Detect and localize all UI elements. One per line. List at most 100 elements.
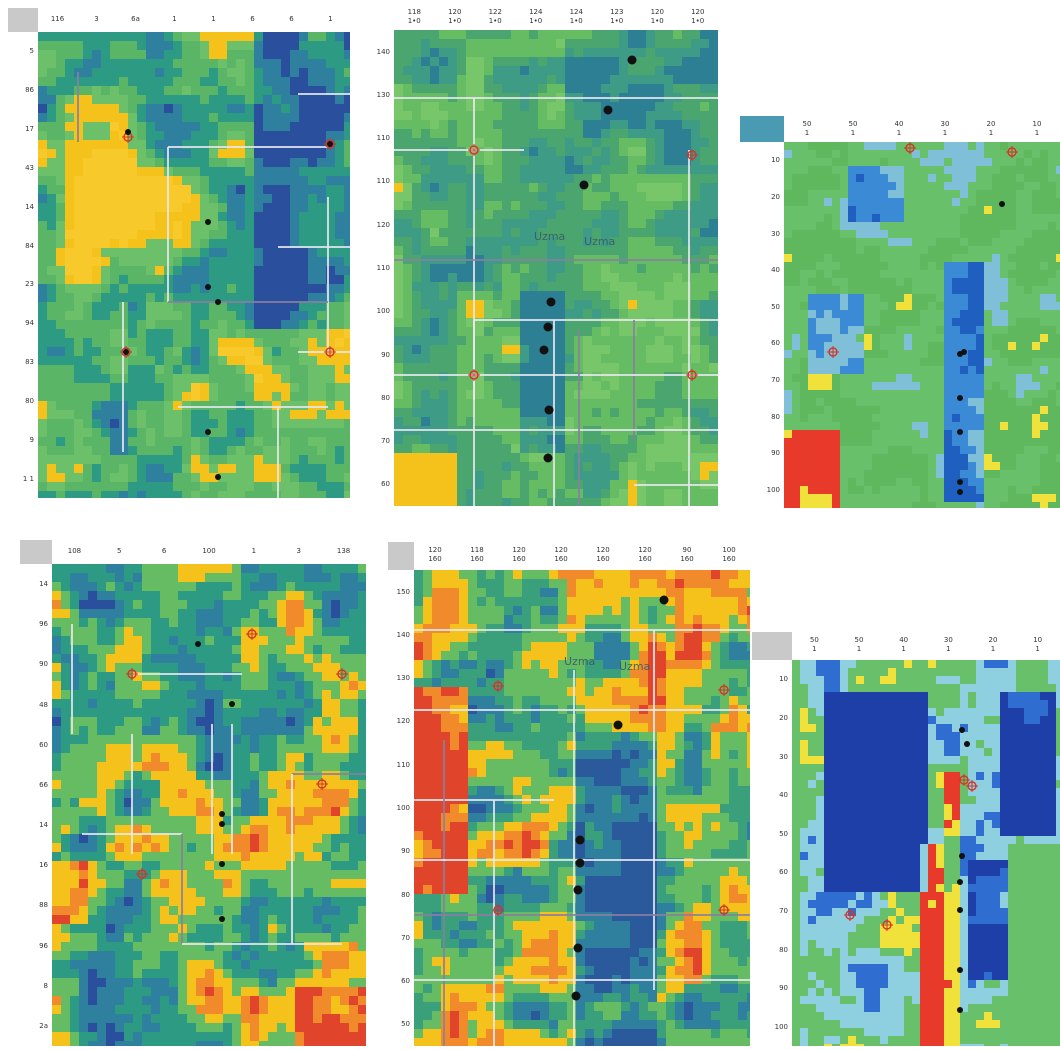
- well-marker: [957, 879, 963, 885]
- well-marker: [219, 821, 225, 827]
- well-marker: [205, 219, 211, 225]
- well-marker: [539, 345, 549, 355]
- left-tick-label: 90: [39, 660, 48, 669]
- top-tick-label-secondary: 1•0: [650, 17, 664, 25]
- top-tick-label: 30: [943, 636, 953, 644]
- well-marker: [659, 595, 669, 605]
- left-ruler: 140 130 110 110 120 110 100 90 80 70 60: [368, 30, 395, 506]
- well-marker: [219, 861, 225, 867]
- panel-corner-tab: [20, 540, 52, 564]
- left-tick-label: 23: [25, 280, 34, 289]
- well-marker: [575, 858, 585, 868]
- panel-corner-tab: [752, 632, 792, 660]
- top-tick-label: 50: [848, 120, 858, 128]
- well-marker: [573, 885, 583, 895]
- top-tick-label: 30: [940, 120, 950, 128]
- well-marker: [215, 474, 221, 480]
- top-tick-label: 3: [94, 15, 99, 23]
- top-tick-label-secondary: 1: [1034, 129, 1040, 137]
- well-marker: [957, 479, 963, 485]
- top-tick-label: 124: [569, 8, 583, 16]
- left-tick-label: 50: [771, 302, 780, 311]
- top-tick-label-secondary: 1•0: [407, 17, 421, 25]
- map-panel-bottom-middle: 120 160 118 160 120 160 120 160 120 160 120 160 90 16…: [388, 542, 750, 1046]
- well-marker: [603, 105, 613, 115]
- well-label: Uzma: [564, 655, 595, 668]
- well-marker: [957, 1007, 963, 1013]
- left-ruler: 150 140 130 120 110 100 90 80 70 60 50: [388, 570, 415, 1046]
- attribute-map: [792, 660, 1060, 1046]
- top-tick-label-secondary: 1: [901, 645, 906, 653]
- left-tick-label: 2a: [39, 1021, 48, 1030]
- top-tick-label: 120: [448, 8, 462, 16]
- top-tick-label: 122: [488, 8, 502, 16]
- left-ruler: 14 96 90 48 60 66 14 16 88 96 8 2a: [20, 564, 53, 1046]
- well-label: Uzma: [584, 235, 615, 248]
- top-tick-label-secondary: 1: [804, 129, 810, 137]
- left-tick-label: 140: [396, 630, 410, 639]
- top-tick-label-secondary: 160: [470, 555, 484, 563]
- left-tick-label: 70: [401, 933, 410, 942]
- top-tick-label: 40: [894, 120, 904, 128]
- map-panel-top-right: 50 1 50 1 40 1 30 1 20 1 10 1 10 20 30 40 50 60 70 80 90 100: [740, 116, 1060, 508]
- survey-marker: [958, 774, 970, 786]
- top-ruler: 116 3 6a 1 1 6 6 1: [38, 8, 350, 33]
- left-tick-label: 90: [381, 350, 390, 359]
- top-tick-label: 108: [67, 547, 82, 555]
- left-tick-label: 80: [771, 412, 780, 421]
- panel-corner-tab: [368, 4, 394, 30]
- well-marker: [205, 429, 211, 435]
- well-marker: [125, 129, 131, 135]
- left-tick-label: 88: [39, 901, 48, 910]
- survey-marker: [881, 919, 893, 931]
- left-tick-label: 80: [401, 890, 410, 899]
- top-tick-label-secondary: 1: [850, 129, 856, 137]
- well-marker: [543, 453, 553, 463]
- left-tick-label: 60: [39, 740, 48, 749]
- survey-marker: [1006, 146, 1018, 158]
- left-tick-label: 86: [25, 86, 34, 95]
- survey-marker: [468, 369, 480, 381]
- left-tick-label: 140: [376, 47, 390, 56]
- attribute-map: [52, 564, 366, 1046]
- top-tick-label: 124: [529, 8, 543, 16]
- well-marker: [571, 991, 581, 1001]
- top-tick-label: 1: [251, 547, 257, 555]
- well-marker: [219, 811, 225, 817]
- left-tick-label: 110: [376, 134, 390, 143]
- top-ruler: 50 1 50 1 40 1 30 1 20 1 10 1: [784, 116, 1060, 143]
- top-tick-label-secondary: 160: [722, 555, 736, 563]
- left-tick-label: 20: [779, 713, 788, 722]
- left-tick-label: 150: [396, 587, 410, 596]
- survey-marker: [468, 144, 480, 156]
- left-tick-label: 120: [376, 220, 390, 229]
- well-marker: [543, 322, 553, 332]
- left-tick-label: 100: [396, 804, 410, 812]
- left-tick-label: 66: [39, 780, 48, 789]
- top-tick-label-secondary: 1•0: [691, 17, 705, 25]
- top-tick-label-secondary: 160: [638, 555, 652, 563]
- top-tick-label: 1: [328, 15, 333, 23]
- survey-marker: [136, 868, 148, 880]
- well-marker: [575, 835, 585, 845]
- top-tick-label: 120: [428, 546, 442, 554]
- survey-marker: [336, 668, 348, 680]
- left-tick-label: 110: [376, 177, 390, 186]
- top-tick-label: 1: [172, 15, 177, 23]
- left-tick-label: 43: [25, 163, 34, 172]
- top-tick-label-secondary: 1•0: [529, 17, 543, 25]
- left-tick-label: 90: [401, 847, 410, 856]
- left-tick-label: 110: [396, 760, 410, 769]
- left-tick-label: 94: [25, 319, 34, 328]
- left-tick-label: 8: [43, 981, 48, 990]
- well-marker: [964, 741, 970, 747]
- attribute-map: Uzma Uzma: [394, 30, 718, 506]
- top-ruler: 108 5 6 100 1 3 138: [52, 540, 366, 565]
- map-raster: [38, 32, 350, 498]
- left-tick-label: 84: [25, 241, 34, 250]
- map-raster: [52, 564, 366, 1046]
- left-tick-label: 40: [779, 791, 788, 800]
- left-tick-label: 60: [381, 480, 390, 489]
- left-tick-label: 14: [39, 580, 48, 589]
- left-tick-label: 100: [766, 485, 780, 494]
